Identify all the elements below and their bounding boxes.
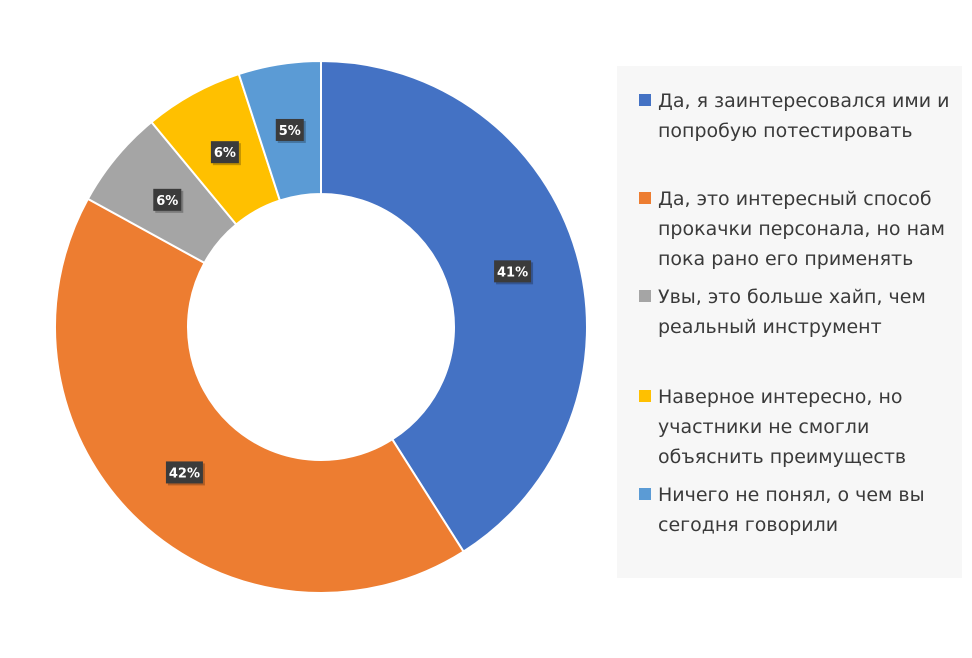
data-label-background: [275, 118, 304, 141]
legend-label: Ничего не понял, о чем вы сегодня говори…: [658, 484, 925, 536]
data-label-text: 5%: [279, 124, 301, 139]
donut-slice: [54, 197, 465, 594]
donut-chart: 41% 42% 6% 6% 5%: [54, 59, 588, 594]
legend-swatch: [639, 390, 651, 402]
data-label-background: [153, 188, 182, 211]
legend-swatch: [639, 488, 651, 500]
legend-swatch: [639, 290, 651, 302]
legend-item-not-explained: Наверное интересно, но участники не смог…: [639, 382, 959, 472]
legend-label: Да, я заинтересовался ими и попробую пот…: [658, 90, 950, 142]
data-label-background: [494, 260, 532, 283]
legend-label: Да, это интересный способ прокачки персо…: [658, 188, 945, 270]
data-label-text: 42%: [169, 466, 200, 481]
data-label: 5%: [275, 118, 306, 143]
legend-item-interested-will-test: Да, я заинтересовался ими и попробую пот…: [639, 86, 959, 146]
data-label-text: 6%: [156, 194, 178, 209]
data-label-text: 41%: [497, 265, 528, 280]
data-label: 6%: [153, 188, 184, 213]
data-label: 42%: [165, 461, 205, 486]
data-label-background: [210, 141, 239, 164]
legend-item-hype: Увы, это больше хайп, чем реальный инстр…: [639, 282, 959, 342]
data-label-text: 6%: [214, 146, 236, 161]
legend-label: Наверное интересно, но участники не смог…: [658, 386, 907, 468]
legend-swatch: [639, 192, 651, 204]
donut-chart-svg: 41% 42% 6% 6% 5%: [54, 59, 588, 594]
legend-item-interesting-too-early: Да, это интересный способ прокачки персо…: [639, 184, 959, 274]
legend-item-did-not-understand: Ничего не понял, о чем вы сегодня говори…: [639, 480, 959, 540]
data-label-background: [165, 461, 203, 484]
legend-swatch: [639, 94, 651, 106]
data-label: 41%: [494, 260, 534, 285]
legend-label: Увы, это больше хайп, чем реальный инстр…: [658, 286, 926, 338]
chart-legend: Да, я заинтересовался ими и попробую пот…: [617, 66, 962, 578]
donut-slice: [320, 59, 588, 553]
data-label: 6%: [210, 141, 241, 166]
